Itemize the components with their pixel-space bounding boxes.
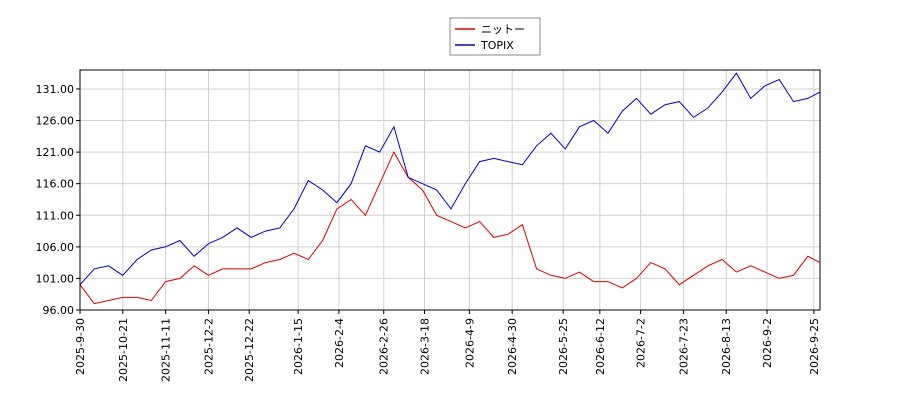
x-tick-label: 2026-2-4 bbox=[333, 318, 346, 368]
x-tick-label: 2026-9-2 bbox=[761, 318, 774, 368]
x-tick-label: 2026-5-25 bbox=[557, 318, 570, 375]
legend-box bbox=[449, 17, 541, 56]
legend-label: TOPIX bbox=[480, 39, 514, 52]
y-tick-label: 131.00 bbox=[36, 83, 75, 96]
x-tick-label: 2026-1-15 bbox=[292, 318, 305, 375]
y-tick-label: 96.00 bbox=[43, 304, 75, 317]
y-tick-label: 106.00 bbox=[36, 241, 75, 254]
x-tick-label: 2026-9-25 bbox=[808, 318, 821, 375]
y-tick-label: 116.00 bbox=[36, 178, 75, 191]
x-tick-label: 2026-2-26 bbox=[378, 318, 391, 375]
x-tick-label: 2025-9-30 bbox=[74, 318, 87, 375]
x-tick-label: 2026-4-9 bbox=[463, 318, 476, 368]
y-tick-label: 126.00 bbox=[36, 115, 75, 128]
y-tick-label: 101.00 bbox=[36, 272, 75, 285]
x-tick-label: 2025-11-11 bbox=[160, 318, 173, 382]
y-tick-label: 121.00 bbox=[36, 146, 75, 159]
x-tick-label: 2026-4-30 bbox=[506, 318, 519, 375]
x-tick-label: 2025-12-22 bbox=[243, 318, 256, 382]
plot-frame bbox=[79, 69, 821, 311]
x-tick-label: 2026-3-18 bbox=[419, 318, 432, 375]
x-tick-label: 2026-6-12 bbox=[594, 318, 607, 375]
x-tick-label: 2026-8-13 bbox=[720, 318, 733, 375]
x-tick-label: 2025-12-2 bbox=[202, 318, 215, 375]
x-tick-label: 2026-7-23 bbox=[677, 318, 690, 375]
series-line bbox=[79, 72, 821, 286]
x-tick-label: 2026-7-2 bbox=[635, 318, 648, 368]
x-tick-label: 2025-10-21 bbox=[117, 318, 130, 382]
legend-label: ニットー bbox=[481, 23, 525, 36]
y-tick-label: 111.00 bbox=[36, 209, 75, 222]
series-line bbox=[79, 150, 821, 305]
